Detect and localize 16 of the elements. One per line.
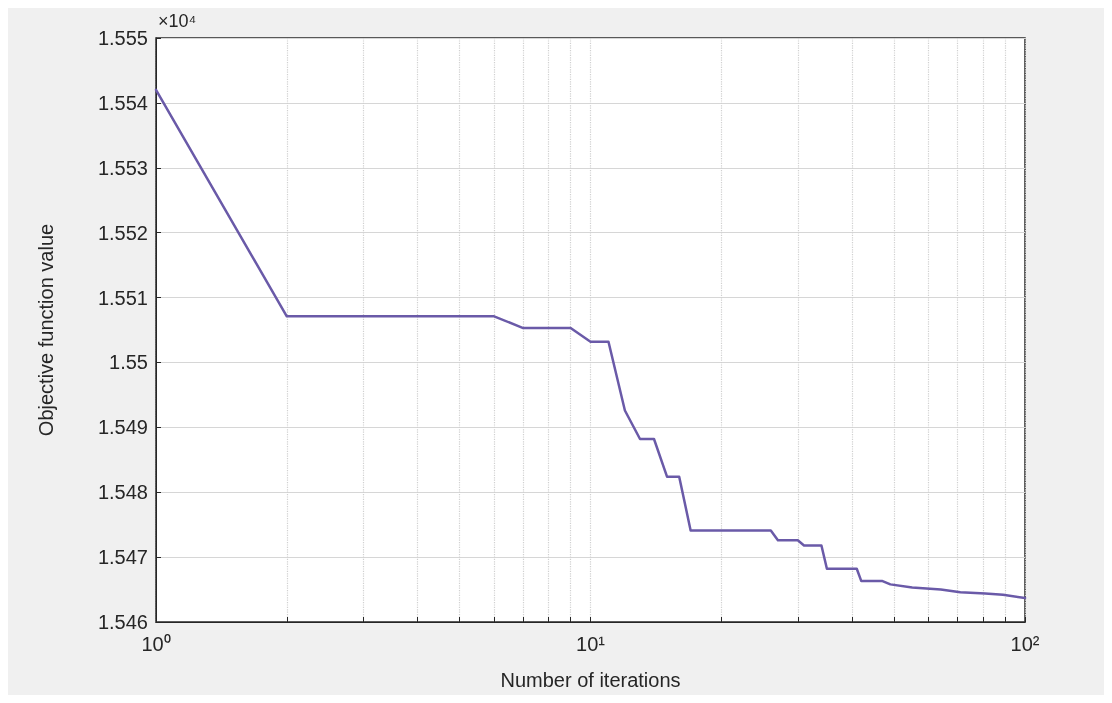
y-tick-label: 1.555 (97, 27, 148, 49)
y-tick-label: 1.546 (97, 611, 148, 633)
x-tick-label: 10¹ (576, 633, 606, 655)
y-tick-label: 1.55 (109, 351, 148, 374)
text: ×10⁴ (158, 11, 197, 31)
y-tick-label: 1.551 (97, 286, 148, 309)
y-axis-title: Objective function value (35, 223, 57, 437)
y-tick-label: 1.553 (97, 156, 148, 179)
x-tick-label: 10² (1010, 633, 1040, 655)
y-tick-label: 1.548 (97, 481, 148, 504)
x-tick-label: 10⁰ (141, 633, 171, 655)
x-axis-title: Number of iterations (500, 669, 681, 691)
y-tick-label: 1.554 (97, 91, 148, 114)
y-tick-label: 1.552 (97, 221, 148, 244)
y-tick-label: 1.547 (97, 546, 148, 569)
y-tick-label: 1.549 (97, 416, 148, 439)
